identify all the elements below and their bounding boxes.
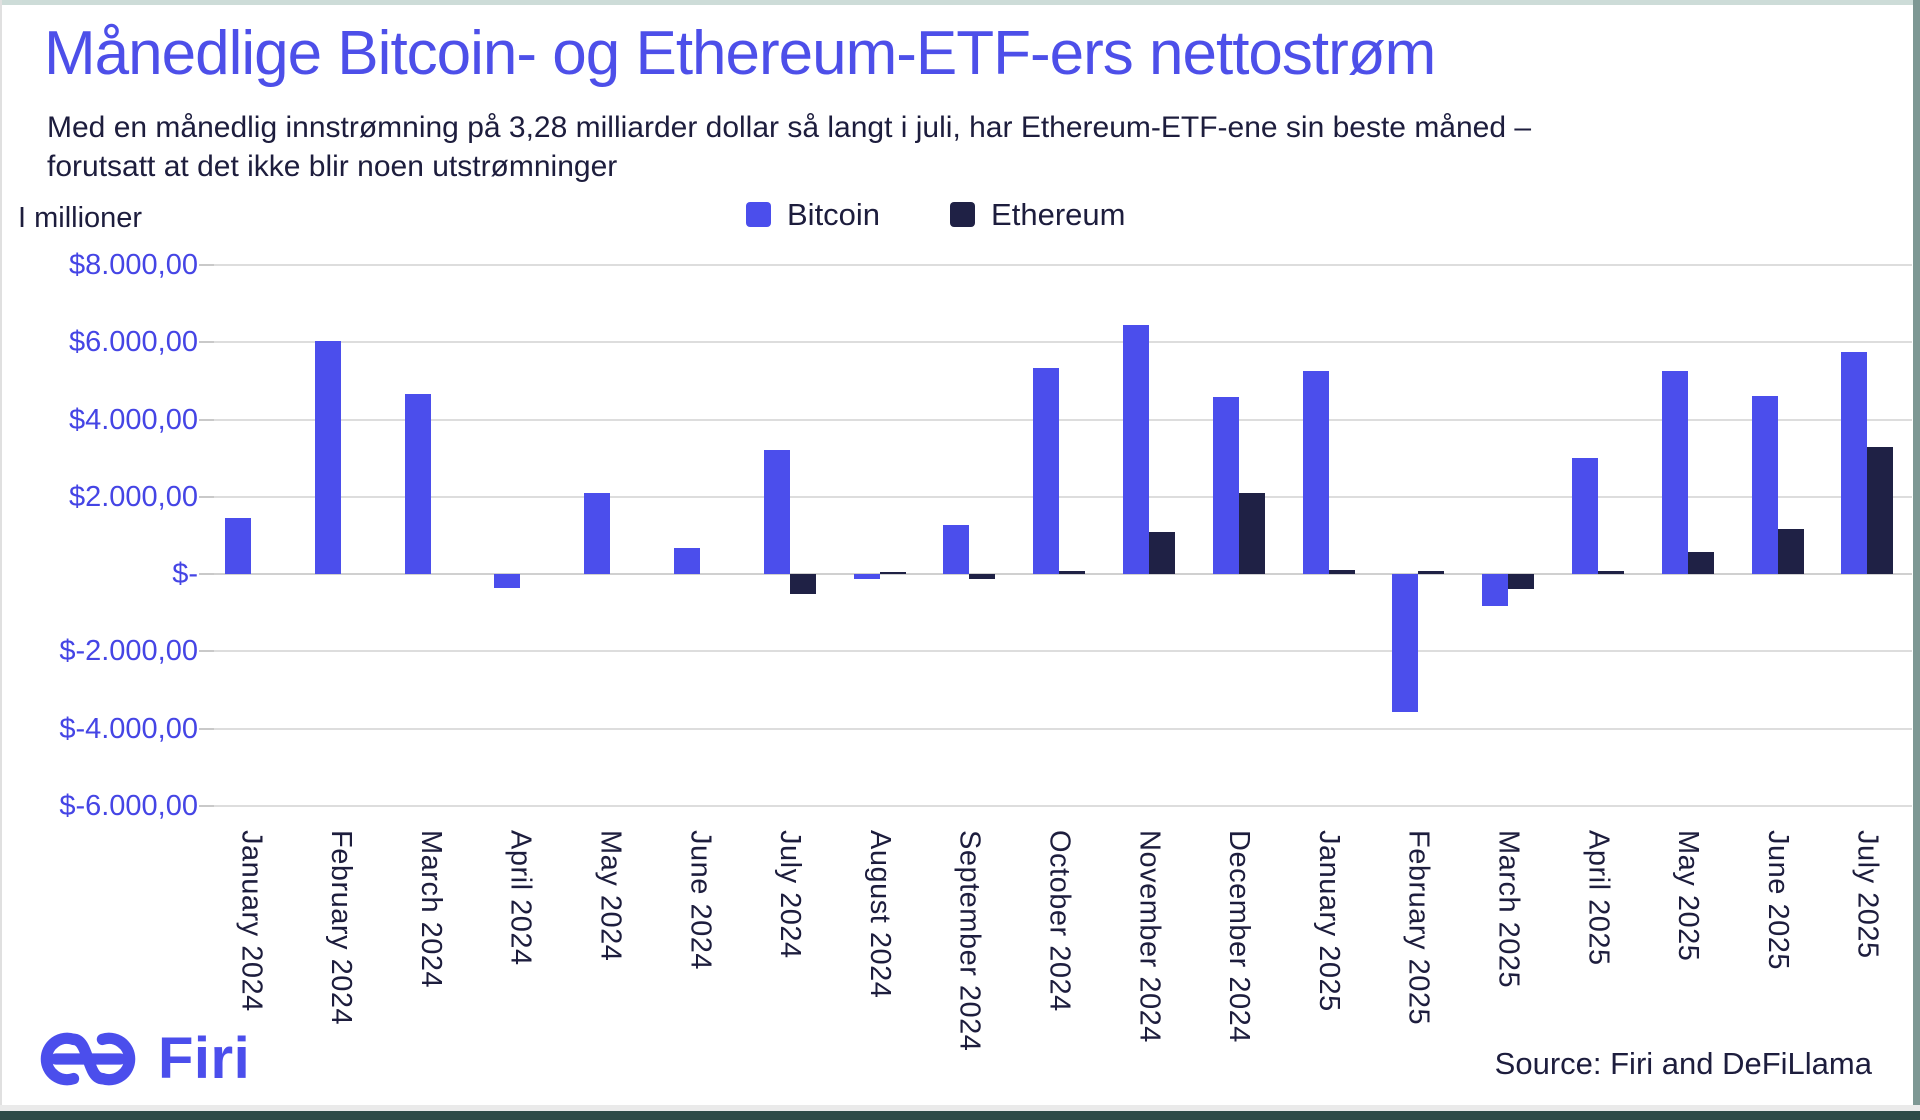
ethereum-bar [1328,570,1355,574]
y-axis-label: $-2.000,00 [59,635,198,668]
bitcoin-bar [584,492,611,574]
ethereum-bar [1687,552,1714,574]
frame-top-strip [0,0,1920,5]
gridline [206,341,1912,344]
bitcoin-bar [674,548,700,574]
frame-bottom-dark-strip [0,1111,1920,1120]
bitcoin-bar [853,574,880,580]
page-subtitle-line-1: Med en månedlig innstrømning på 3,28 mil… [47,111,1532,144]
gridline [206,573,1912,575]
legend-label-ethereum: Ethereum [991,197,1126,232]
legend-item-ethereum: Ethereum [950,199,1125,230]
x-axis-label: April 2025 [1582,830,1615,966]
ethereum-bar [969,574,996,579]
source-note: Source: Firi and DeFiLlama [1494,1046,1872,1081]
bitcoin-bar [314,341,341,574]
ethereum-bar [1238,492,1265,574]
gridline [206,804,1912,807]
x-axis-label: January 2024 [235,830,268,1012]
ethereum-bar [1059,571,1086,574]
ethereum-bar [1777,529,1804,574]
y-axis-label: $2.000,00 [68,480,198,513]
x-axis-label: April 2024 [504,830,537,966]
ethereum-swatch-icon [950,202,976,227]
bitcoin-bar [1751,396,1778,574]
x-axis-label: November 2024 [1133,830,1166,1043]
y-axis-tick [199,264,214,266]
y-axis-tick [199,495,214,498]
ethereum-bar [1867,447,1894,574]
firi-logo-text: Firi [158,1026,251,1091]
ethereum-bar [1149,531,1175,574]
y-axis-tick [199,804,214,807]
page-subtitle: Med en månedlig innstrømning på 3,28 mil… [47,108,1531,186]
y-axis-tick [199,727,214,730]
y-axis-label: $8.000,00 [68,249,198,281]
bitcoin-bar [1482,574,1509,607]
bitcoin-bar [763,450,790,574]
bitcoin-bar [1212,396,1239,574]
ethereum-bar [1418,571,1445,574]
y-axis-tick [199,341,214,344]
y-axis-tick [199,573,214,575]
ethereum-bar [789,574,816,595]
x-axis-label: July 2024 [774,830,807,959]
bitcoin-bar [225,517,251,574]
bitcoin-bar [1661,371,1688,574]
y-axis-label: $-6.000,00 [59,789,198,822]
x-axis-label: October 2024 [1043,830,1076,1012]
page-subtitle-line-2: forutsatt at det ikke blir noen utstrømn… [47,150,618,183]
frame-bottom-light-strip [0,1105,1920,1111]
ethereum-bar [1598,571,1624,574]
bitcoin-bar [943,524,970,574]
y-axis-tick [199,650,214,653]
x-axis-label: January 2025 [1312,830,1345,1012]
bitcoin-bar [1123,324,1149,574]
x-axis-label: February 2025 [1402,830,1435,1026]
x-axis-label: September 2024 [953,830,986,1052]
legend-label-bitcoin: Bitcoin [787,197,881,232]
x-axis-label: May 2025 [1672,830,1705,962]
y-axis-unit-label: I millioner [18,202,143,234]
bitcoin-bar [1572,458,1598,574]
y-axis-tick [199,418,214,421]
bitcoin-bar [404,394,431,574]
x-axis-label: June 2024 [684,830,717,970]
gridline [206,727,1912,730]
legend-item-bitcoin: Bitcoin [746,199,880,230]
bitcoin-bar [1033,368,1060,574]
x-axis-label: February 2024 [325,830,358,1026]
frame-right-strip [1913,0,1920,1120]
frame-left-strip [0,0,2,1120]
bitcoin-bar [494,574,521,588]
y-axis-label: $4.000,00 [68,403,198,436]
y-axis-label: $-4.000,00 [59,712,198,745]
y-axis-label: $6.000,00 [68,326,198,359]
y-axis-label: $- [172,558,198,590]
x-axis-label: May 2024 [594,830,627,962]
bitcoin-swatch-icon [746,202,771,227]
firi-logo: Firi [36,1028,250,1090]
gridline [206,650,1912,653]
x-axis-label: July 2025 [1851,830,1884,959]
firi-logo-icon [40,1032,136,1086]
x-axis-label: December 2024 [1223,830,1256,1043]
bitcoin-bar [1392,574,1419,712]
bitcoin-bar [1841,351,1868,574]
x-axis-label: June 2025 [1761,830,1794,970]
gridline [206,264,1912,266]
bitcoin-bar [1302,371,1329,574]
chart-legend: Bitcoin Ethereum [746,199,1125,230]
x-axis-label: March 2024 [414,830,447,989]
ethereum-bar [879,571,906,574]
ethereum-bar [1508,574,1535,590]
page-title: Månedlige Bitcoin- og Ethereum-ETF-ers n… [44,19,1436,88]
x-axis-label: March 2025 [1492,830,1525,989]
x-axis-label: August 2024 [863,830,896,999]
